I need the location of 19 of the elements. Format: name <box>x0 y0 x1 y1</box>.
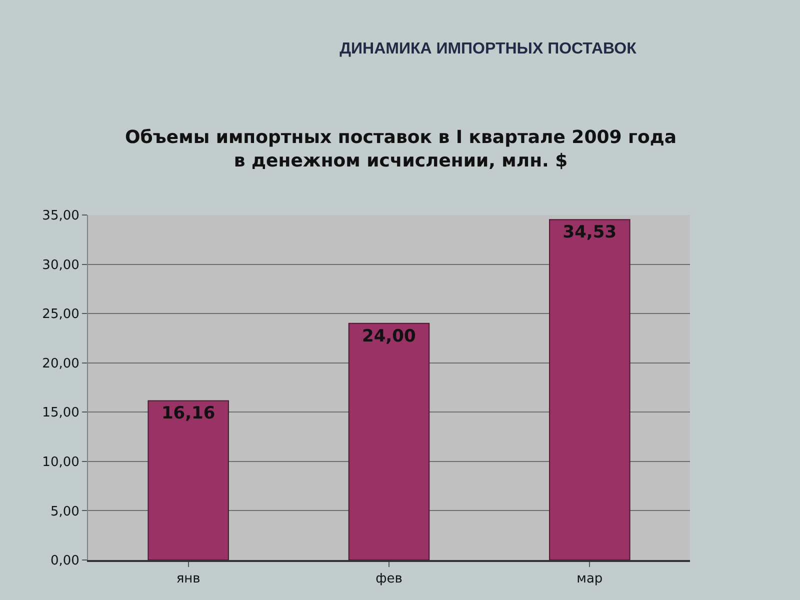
y-tick-label: 35,00 <box>42 208 80 224</box>
chart-subtitle: Объемы импортных поставок в I квартале 2009 года в денежном исчислении, млн. $ <box>125 127 677 172</box>
y-tick-label: 20,00 <box>42 356 80 372</box>
y-tick-label: 10,00 <box>42 454 80 470</box>
bar <box>549 219 630 560</box>
data-label: 16,16 <box>161 404 216 424</box>
y-tick-label: 5,00 <box>50 504 80 520</box>
bar <box>148 400 229 560</box>
x-tick-label: янв <box>176 572 200 587</box>
bar <box>348 322 430 560</box>
y-tick-label: 30,00 <box>42 258 80 273</box>
chart-title: ДИНАМИКА ИМПОРТНЫХ ПОСТАВОК <box>340 40 637 58</box>
y-tick-label: 15,00 <box>42 406 80 421</box>
x-tick-label: фев <box>376 572 402 587</box>
x-tick-label: мар <box>576 572 603 587</box>
y-tick-label: 25,00 <box>42 307 80 322</box>
data-label: 24,00 <box>362 326 416 346</box>
y-tick-label: 0,00 <box>50 554 80 569</box>
data-label: 34,53 <box>562 222 617 243</box>
